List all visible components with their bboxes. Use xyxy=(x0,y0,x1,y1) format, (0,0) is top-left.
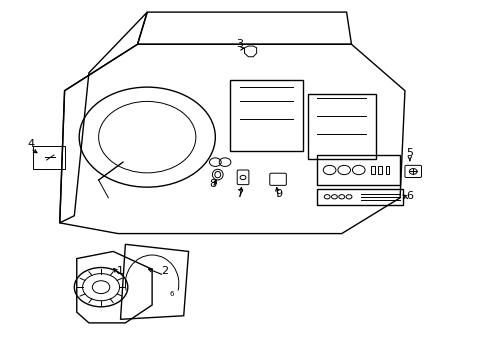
Text: 5: 5 xyxy=(406,148,412,158)
Text: 1: 1 xyxy=(117,266,124,276)
Bar xyxy=(370,166,374,174)
Text: 6: 6 xyxy=(406,191,412,201)
Text: 2: 2 xyxy=(161,266,167,276)
Text: 8: 8 xyxy=(209,179,216,189)
Bar xyxy=(385,166,388,174)
Text: 4: 4 xyxy=(27,139,34,149)
Bar xyxy=(377,166,381,174)
Text: 7: 7 xyxy=(236,189,243,199)
Text: 6: 6 xyxy=(169,291,173,297)
Text: 9: 9 xyxy=(274,189,282,199)
Text: 3: 3 xyxy=(236,39,243,49)
